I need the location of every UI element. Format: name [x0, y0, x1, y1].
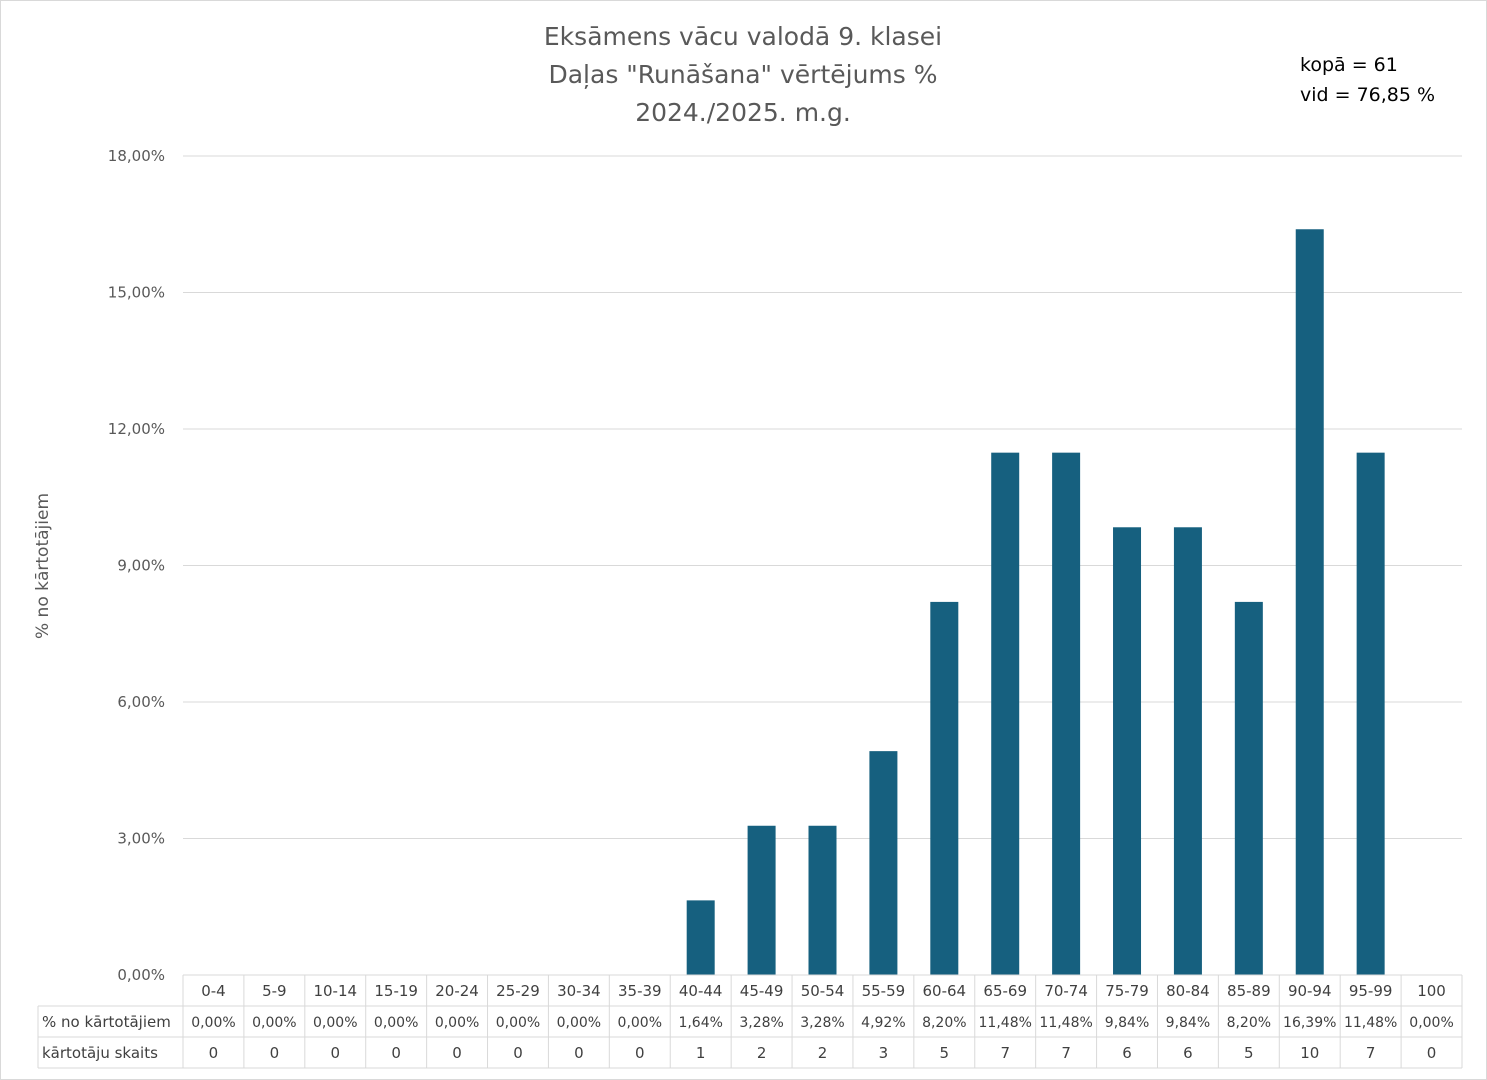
total-note: kopā = 61 — [1300, 54, 1398, 76]
x-tick-label: 80-84 — [1166, 982, 1210, 1000]
table-cell-count: 7 — [1366, 1044, 1376, 1062]
table-cell-percent: 11,48% — [1344, 1015, 1397, 1031]
y-tick-label: 15,00% — [108, 284, 165, 302]
y-axis-label: % no kārtotājiem — [33, 493, 53, 639]
table-cell-percent: 3,28% — [800, 1015, 844, 1031]
bars — [686, 229, 1385, 975]
x-tick-label: 25-29 — [496, 982, 540, 1000]
bar — [686, 900, 715, 975]
table-cell-percent: 0,00% — [1409, 1015, 1453, 1031]
x-tick-label: 95-99 — [1349, 982, 1393, 1000]
x-tick-label: 75-79 — [1105, 982, 1149, 1000]
table-cell-count: 0 — [391, 1044, 401, 1062]
x-tick-label: 30-34 — [557, 982, 601, 1000]
table-cell-percent: 1,64% — [678, 1015, 722, 1031]
x-tick-label: 70-74 — [1044, 982, 1088, 1000]
table-cell-percent: 4,92% — [861, 1015, 905, 1031]
bar — [1234, 601, 1263, 975]
x-tick-label: 0-4 — [201, 982, 226, 1000]
table-cell-percent: 16,39% — [1283, 1015, 1336, 1031]
x-tick-label: 50-54 — [801, 982, 845, 1000]
bar — [1113, 527, 1142, 975]
table-cell-percent: 0,00% — [557, 1015, 601, 1031]
x-tick-label: 35-39 — [618, 982, 662, 1000]
bar — [1356, 452, 1385, 975]
bar — [1173, 527, 1202, 975]
x-tick-label: 65-69 — [983, 982, 1027, 1000]
table-cell-percent: 0,00% — [374, 1015, 418, 1031]
table-cell-count: 7 — [1061, 1044, 1071, 1062]
bar — [930, 601, 959, 975]
table-cell-count: 2 — [818, 1044, 828, 1062]
bar — [808, 825, 837, 975]
x-tick-label: 5-9 — [262, 982, 287, 1000]
table-row-label: % no kārtotājiem — [42, 1013, 171, 1031]
table-cell-percent: 0,00% — [618, 1015, 662, 1031]
x-tick-label: 55-59 — [862, 982, 906, 1000]
table-cell-percent: 0,00% — [191, 1015, 235, 1031]
x-tick-label: 20-24 — [435, 982, 479, 1000]
y-tick-label: 18,00% — [108, 147, 165, 165]
table-cell-count: 7 — [1000, 1044, 1010, 1062]
table-cell-percent: 11,48% — [979, 1015, 1032, 1031]
table-cell-percent: 11,48% — [1039, 1015, 1092, 1031]
x-tick-label: 10-14 — [313, 982, 357, 1000]
gridlines — [183, 155, 1462, 839]
bar — [991, 452, 1020, 975]
table-cell-count: 0 — [574, 1044, 584, 1062]
table-cell-count: 0 — [452, 1044, 462, 1062]
table-cell-percent: 3,28% — [739, 1015, 783, 1031]
table-cell-percent: 0,00% — [435, 1015, 479, 1031]
x-tick-label: 15-19 — [374, 982, 418, 1000]
y-tick-label: 9,00% — [117, 557, 165, 575]
table-cell-percent: 8,20% — [1227, 1015, 1271, 1031]
table-cell-count: 0 — [270, 1044, 280, 1062]
table-cell-percent: 9,84% — [1166, 1015, 1210, 1031]
table-cell-count: 5 — [1244, 1044, 1254, 1062]
title-line-2: Daļas "Runāšana" vērtējums % — [548, 60, 937, 89]
table-cell-count: 6 — [1183, 1044, 1193, 1062]
table-cell-count: 0 — [209, 1044, 219, 1062]
x-tick-label: 85-89 — [1227, 982, 1271, 1000]
chart-title: Eksāmens vācu valodā 9. klasei Daļas "Ru… — [544, 22, 942, 127]
table-cell-count: 3 — [879, 1044, 889, 1062]
bar — [869, 751, 898, 975]
table-cell-count: 0 — [635, 1044, 645, 1062]
bar — [1295, 229, 1324, 975]
summary-notes: kopā = 61 vid = 76,85 % — [1300, 54, 1435, 106]
data-table: % no kārtotājiem kārtotāju skaits 0-4 0,00%… — [37, 974, 1463, 1069]
y-tick-label: 3,00% — [117, 830, 165, 848]
title-line-1: Eksāmens vācu valodā 9. klasei — [544, 22, 942, 51]
table-cell-count: 0 — [513, 1044, 523, 1062]
table-cell-percent: 0,00% — [313, 1015, 357, 1031]
x-tick-label: 45-49 — [740, 982, 784, 1000]
table-row-label: kārtotāju skaits — [42, 1044, 158, 1062]
y-axis-ticks: 0,00% 3,00% 6,00% 9,00% 12,00% 15,00% 18,00% — [108, 147, 165, 984]
bar — [1052, 452, 1081, 975]
y-tick-label: 0,00% — [117, 966, 165, 984]
x-tick-label: 100 — [1417, 982, 1446, 1000]
y-tick-label: 6,00% — [117, 693, 165, 711]
table-cell-count: 0 — [330, 1044, 340, 1062]
table-cell-count: 10 — [1300, 1044, 1319, 1062]
x-tick-label: 60-64 — [923, 982, 967, 1000]
bar — [747, 825, 776, 975]
average-note: vid = 76,85 % — [1300, 84, 1435, 106]
table-cell-count: 6 — [1122, 1044, 1132, 1062]
x-tick-label: 90-94 — [1288, 982, 1332, 1000]
x-tick-label: 40-44 — [679, 982, 723, 1000]
title-line-3: 2024./2025. m.g. — [635, 98, 851, 127]
table-cell-percent: 0,00% — [252, 1015, 296, 1031]
y-tick-label: 12,00% — [108, 420, 165, 438]
table-cell-count: 5 — [940, 1044, 950, 1062]
table-cell-count: 2 — [757, 1044, 767, 1062]
table-cell-count: 1 — [696, 1044, 706, 1062]
table-cell-percent: 0,00% — [496, 1015, 540, 1031]
table-cell-count: 0 — [1427, 1044, 1437, 1062]
table-cell-percent: 8,20% — [922, 1015, 966, 1031]
table-cell-percent: 9,84% — [1105, 1015, 1149, 1031]
